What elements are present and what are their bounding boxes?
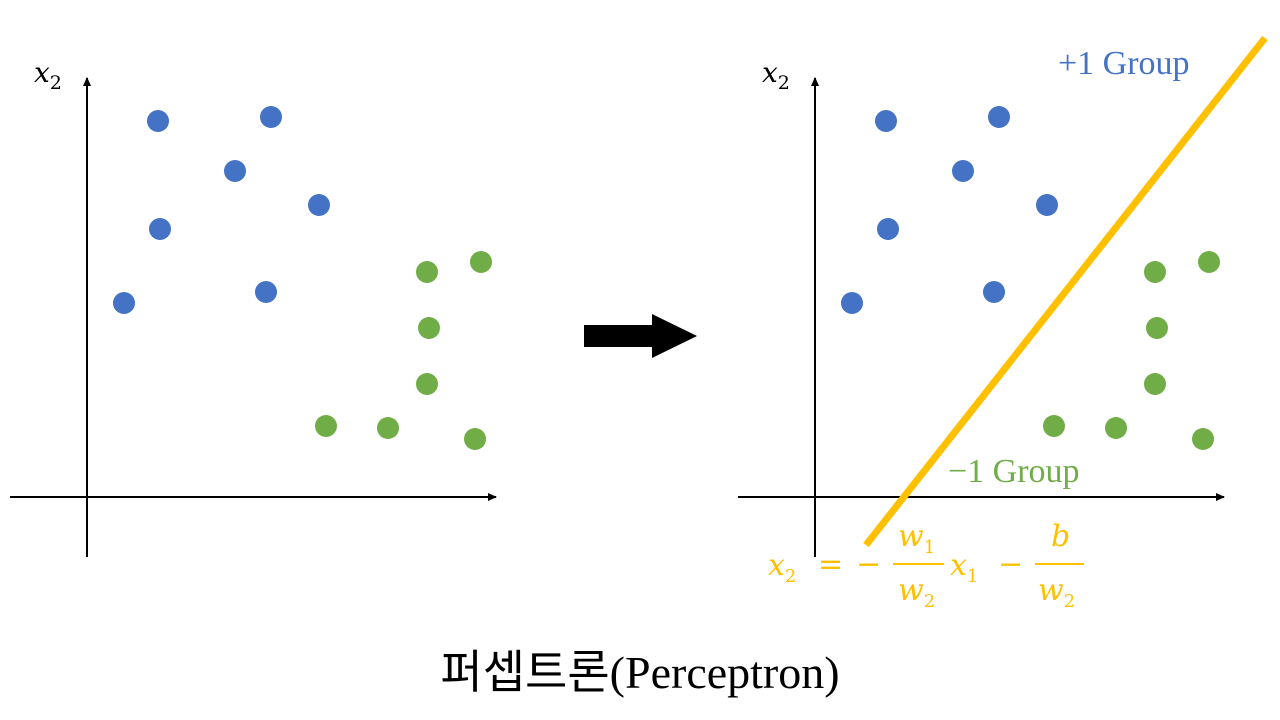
- svg-text:b: b: [1051, 519, 1070, 554]
- negative-data-point: [416, 261, 438, 283]
- positive-data-point: [841, 292, 863, 314]
- negative-data-point: [315, 415, 337, 437]
- negative-data-point: [1146, 317, 1168, 339]
- positive-data-point: [983, 281, 1005, 303]
- positive-data-point: [149, 218, 171, 240]
- positive-data-point: [875, 110, 897, 132]
- svg-text:−: −: [856, 547, 881, 582]
- positive-data-point: [224, 160, 246, 182]
- negative-data-point: [418, 317, 440, 339]
- right-data-points: [841, 106, 1220, 450]
- negative-data-point: [1144, 373, 1166, 395]
- positive-data-point: [1036, 194, 1058, 216]
- left-data-points: [113, 106, 492, 450]
- decision-boundary-line: [863, 35, 1268, 548]
- positive-data-point: [113, 292, 135, 314]
- negative-data-point: [464, 428, 486, 450]
- left-panel: x2: [10, 56, 497, 557]
- negative-data-point: [1043, 415, 1065, 437]
- svg-text:x1: x1: [950, 548, 978, 587]
- negative-group-label: −1 Group: [948, 453, 1080, 490]
- svg-text:−: −: [998, 547, 1023, 582]
- positive-data-point: [255, 281, 277, 303]
- page-title: 퍼셉트론(Perceptron): [440, 647, 839, 698]
- positive-data-point: [147, 110, 169, 132]
- negative-data-point: [1144, 261, 1166, 283]
- svg-text:w2: w2: [898, 573, 935, 612]
- negative-data-point: [470, 251, 492, 273]
- svg-text:w2: w2: [1038, 573, 1075, 612]
- negative-data-point: [1105, 417, 1127, 439]
- negative-data-point: [1192, 428, 1214, 450]
- positive-data-point: [877, 218, 899, 240]
- positive-group-label: +1 Group: [1058, 45, 1190, 82]
- right-y-axis-label: x2: [762, 56, 790, 94]
- left-y-axis-label: x2: [34, 56, 62, 94]
- right-arrow-icon: [584, 314, 697, 358]
- svg-text:=: =: [818, 547, 843, 582]
- negative-data-point: [416, 373, 438, 395]
- positive-data-point: [952, 160, 974, 182]
- positive-data-point: [260, 106, 282, 128]
- boundary-formula: x2 = − w1 w2 x1 − b w2: [768, 519, 1084, 612]
- negative-data-point: [377, 417, 399, 439]
- svg-text:w1: w1: [898, 519, 935, 558]
- svg-text:x2: x2: [768, 548, 796, 587]
- positive-data-point: [988, 106, 1010, 128]
- positive-data-point: [308, 194, 330, 216]
- negative-data-point: [1198, 251, 1220, 273]
- right-panel: x2 +1 Group −1 Group x2 = − w1 w2 x1 − b…: [738, 35, 1268, 612]
